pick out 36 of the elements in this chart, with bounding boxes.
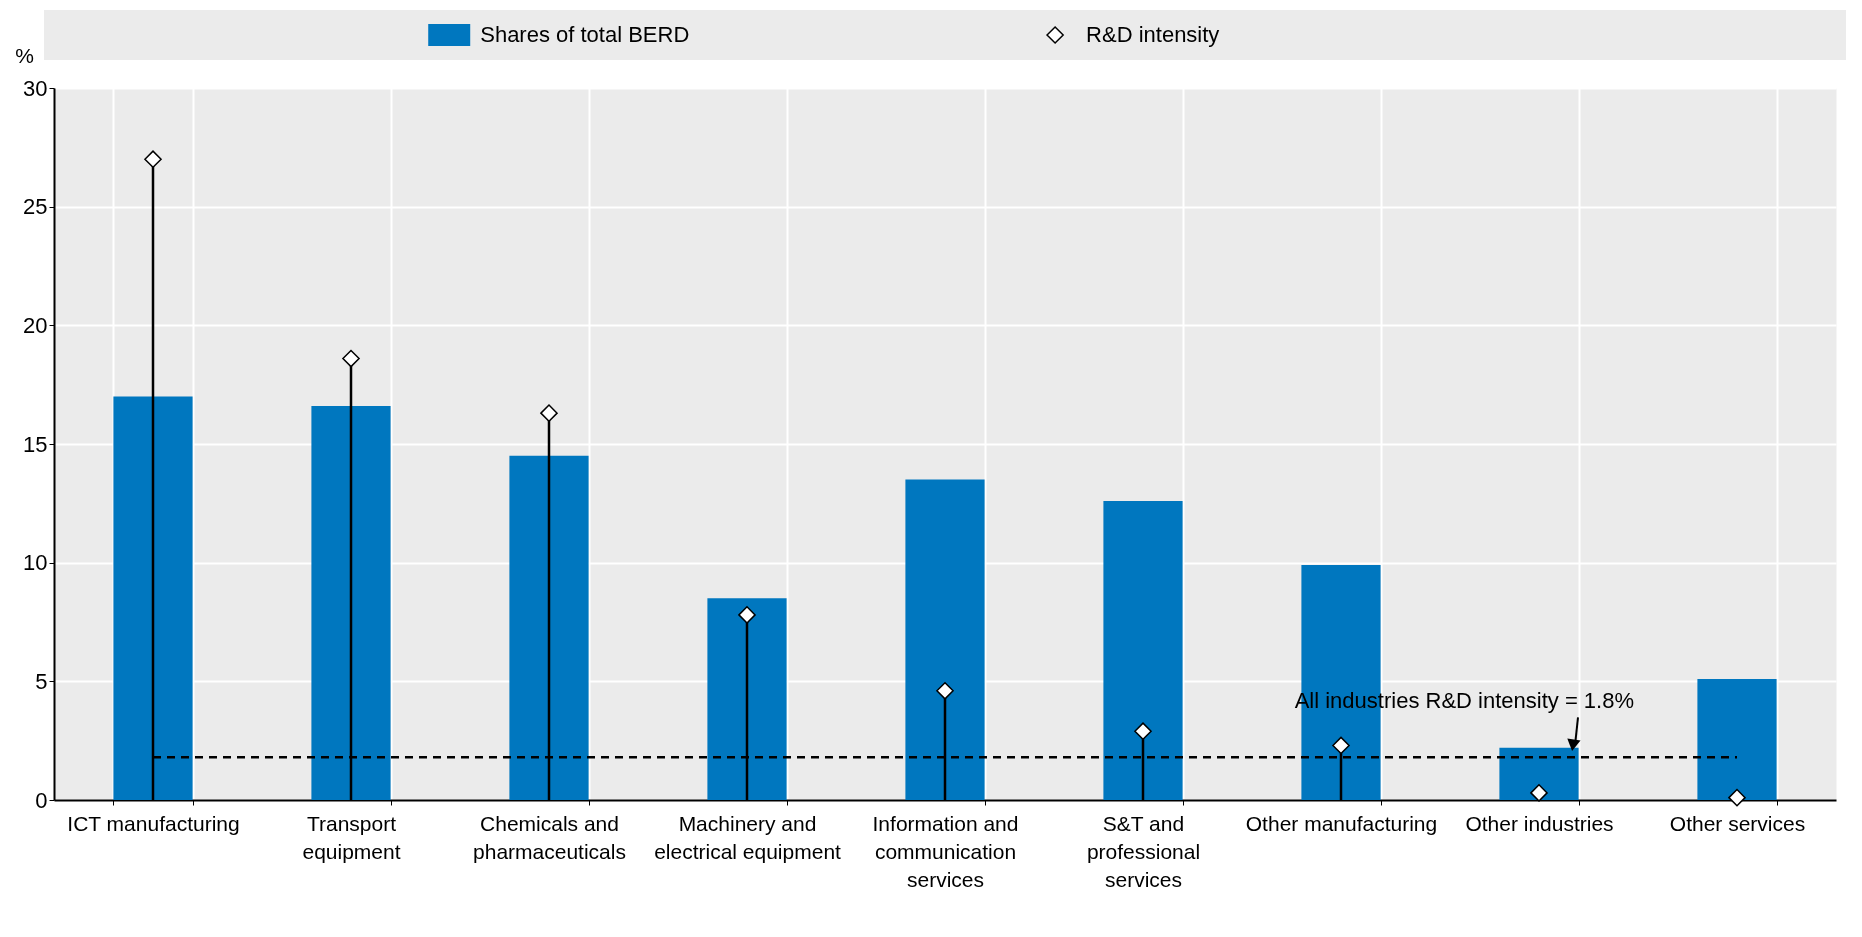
x-tick-label: Other manufacturing (1245, 811, 1438, 835)
bar (1697, 678, 1777, 800)
x-tick-label: Other industries (1465, 811, 1614, 835)
point (936, 682, 954, 700)
y-tick-label: 10 (23, 550, 48, 576)
point (342, 349, 360, 368)
point (1530, 784, 1548, 802)
y-axis-title: % (15, 43, 34, 67)
x-tick-label: Other services (1669, 811, 1806, 835)
point (1332, 736, 1350, 755)
point (144, 150, 162, 169)
point (738, 606, 756, 624)
y-tick-label: 25 (23, 194, 48, 220)
legend-label: Shares of total BERD (480, 22, 690, 47)
legend-label: R&D intensity (1086, 22, 1220, 47)
x-tick-label: Chemicals and pharmaceuticals (473, 811, 626, 863)
x-tick-label: S&T and professional services (1086, 811, 1201, 891)
x-tick-label: Transport equipment (302, 811, 401, 863)
x-tick-label: Information and communication services (872, 811, 1019, 891)
y-tick-label: 30 (23, 75, 48, 101)
y-tick-label: 0 (35, 787, 48, 813)
bar (311, 406, 391, 800)
bar (1103, 500, 1183, 800)
x-tick-label: ICT manufacturing (67, 811, 240, 835)
x-tick-label: Machinery and electrical equipment (654, 811, 842, 863)
bar (509, 455, 589, 800)
point (1728, 788, 1746, 807)
y-tick-label: 20 (23, 312, 48, 338)
bar (113, 396, 193, 800)
point (540, 404, 558, 422)
bar (1499, 747, 1579, 800)
y-tick-label: 5 (35, 668, 48, 694)
point (1134, 722, 1152, 740)
bar (905, 479, 985, 800)
y-tick-label: 15 (23, 431, 48, 457)
bar (707, 598, 787, 800)
